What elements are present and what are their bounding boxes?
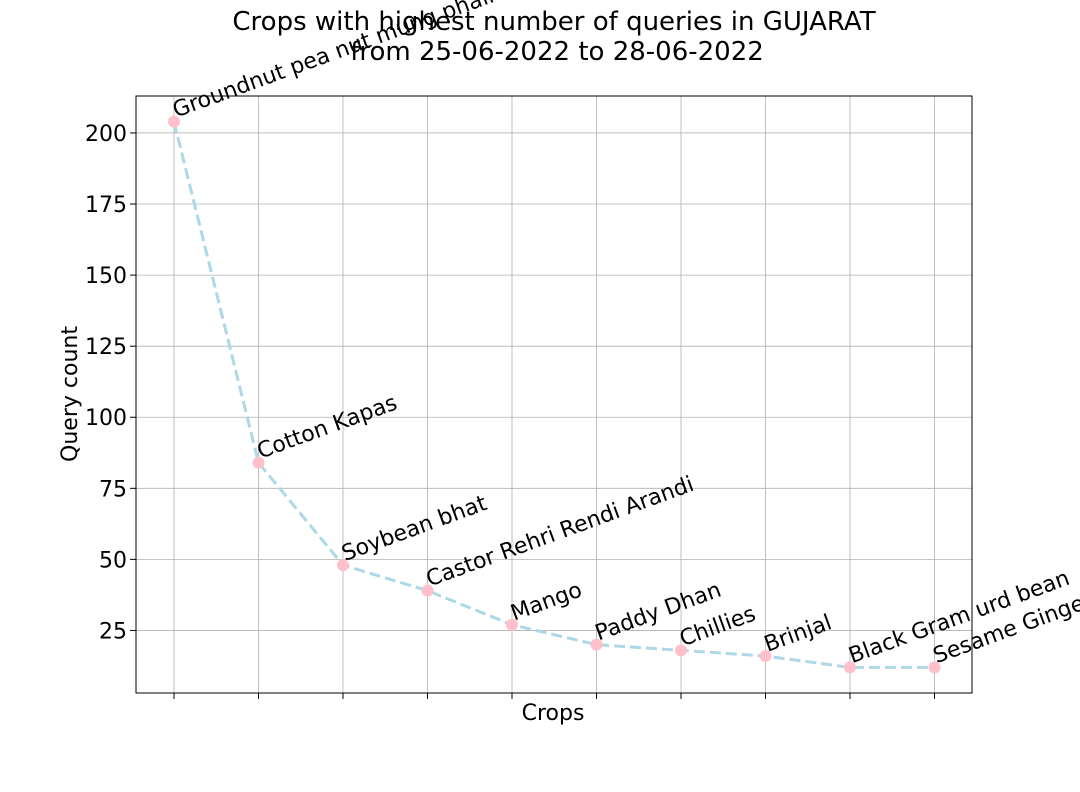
grid (136, 96, 972, 693)
data-point (928, 661, 941, 674)
y-tick-label: 100 (85, 406, 127, 431)
series-line (172, 121, 935, 669)
series (168, 115, 941, 674)
chart-title-line-1: Crops with highest number of queries in … (232, 7, 875, 37)
y-tick-label: 50 (99, 548, 127, 573)
y-tick-label: 200 (85, 122, 127, 147)
data-point (168, 115, 180, 128)
chart-title: Crops with highest number of queries in … (232, 7, 875, 67)
y-tick-label: 175 (85, 193, 127, 218)
plot-area (135, 95, 973, 694)
data-point (844, 661, 856, 674)
y-tick-label: 150 (85, 264, 127, 289)
data-point (421, 584, 434, 597)
axis-ticks: 25 50 75 100 125 150 175 200 (85, 122, 935, 699)
data-point (506, 618, 518, 631)
data-point (759, 650, 772, 663)
point-label: Cotton Kapas (254, 391, 401, 465)
y-tick-label: 25 (99, 619, 127, 644)
point-label: Mango (508, 578, 586, 627)
y-tick-label: 75 (99, 477, 127, 502)
data-point (337, 559, 349, 572)
point-label: Castor Rehri Rendi Arandi (423, 472, 697, 592)
chart-title-line-2: from 25-06-2022 to 28-06-2022 (350, 37, 764, 67)
data-point (590, 638, 603, 651)
data-point (252, 456, 265, 469)
data-point (675, 644, 687, 657)
y-axis-label: Query count (58, 326, 83, 462)
x-axis-label: Crops (522, 701, 585, 726)
point-label: Brinjal (761, 610, 835, 657)
y-tick-label: 125 (85, 335, 127, 360)
